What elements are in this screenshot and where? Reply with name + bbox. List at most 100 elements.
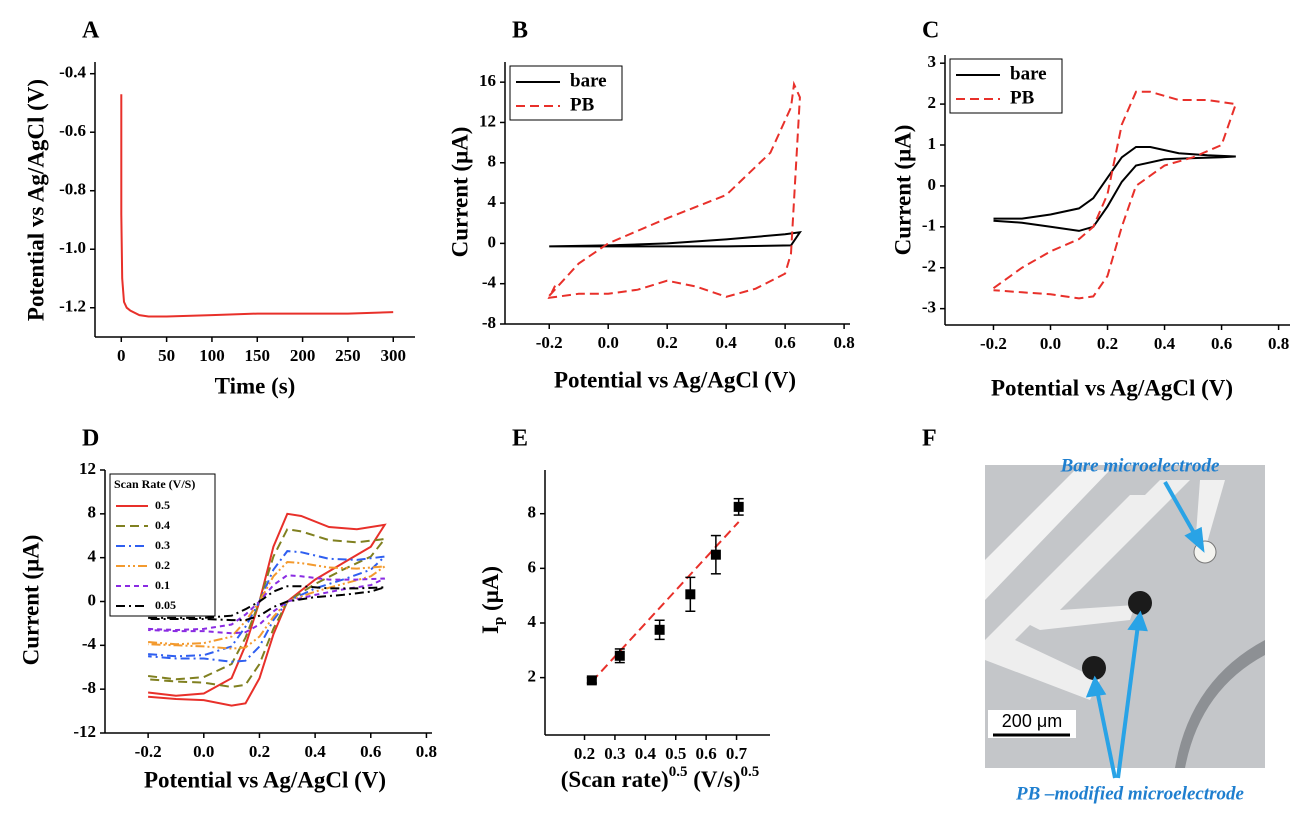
scale-bar-label: 200 μm — [1002, 711, 1062, 731]
x-tick-label: -0.2 — [980, 334, 1007, 353]
y-tick-label: 4 — [528, 612, 537, 631]
axis-title: Potential vs Ag/AgCl (V) — [144, 767, 386, 792]
line — [547, 80, 801, 300]
x-tick-label: 0.8 — [1268, 334, 1289, 353]
legend-label: 0.5 — [155, 498, 170, 512]
x-tick-label: 0.4 — [716, 333, 738, 352]
line — [993, 146, 1236, 232]
edge — [1175, 640, 1265, 768]
y-tick-label: -8 — [82, 678, 96, 697]
y-tick-label: 6 — [528, 557, 537, 576]
y-tick-label: 8 — [528, 503, 537, 522]
legend-box — [509, 65, 623, 121]
y-tick-label: 12 — [79, 459, 96, 478]
legend-label: PB — [570, 94, 595, 115]
axis-title-part: (μA) — [478, 566, 503, 617]
axis-title: (Scan rate)0.5 (V/s)0.5 — [561, 764, 759, 792]
legend-box — [109, 473, 216, 617]
legend-label: PB — [1010, 87, 1035, 108]
x-tick-label: -0.2 — [135, 742, 162, 761]
axis-title: Ip (μA) — [478, 566, 507, 634]
trace — [1195, 480, 1225, 550]
axis-title: Current (μA) — [890, 125, 915, 256]
x-tick-label: 0.2 — [249, 742, 270, 761]
pb-electrode — [1128, 591, 1152, 615]
legend-title: Scan Rate (V/S) — [114, 477, 195, 491]
legend-label: 0.2 — [155, 558, 170, 572]
legend-label: 0.3 — [155, 538, 170, 552]
panel-letter: F — [922, 426, 937, 452]
x-tick-label: 0.0 — [1040, 334, 1061, 353]
panel-letter: E — [512, 426, 528, 452]
y-tick-label: -0.4 — [59, 63, 86, 82]
pb-electrode — [1082, 656, 1106, 680]
x-tick-label: 200 — [290, 346, 316, 365]
x-tick-label: 0.6 — [696, 744, 717, 763]
axis-title-part: 0.5 — [740, 764, 759, 780]
panel-letter: A — [82, 18, 100, 44]
axis-title: Time (s) — [215, 373, 296, 398]
y-tick-label: 4 — [488, 192, 497, 211]
x-tick-label: 0.2 — [1097, 334, 1118, 353]
fit-line — [591, 521, 740, 683]
y-tick-label: -0.8 — [59, 180, 86, 199]
point — [614, 650, 625, 661]
axis-title-part: 0.5 — [669, 764, 688, 780]
line — [992, 90, 1238, 300]
legend-label: bare — [1010, 63, 1047, 84]
point — [685, 589, 696, 600]
trace — [1020, 480, 1190, 630]
x-tick-label: 0.6 — [775, 333, 796, 352]
y-tick-label: 0 — [928, 175, 937, 194]
arrows — [1085, 481, 1205, 779]
x-tick-label: 0.8 — [416, 742, 437, 761]
line — [549, 231, 802, 248]
axis-title: Current (μA) — [447, 127, 472, 258]
x-tick-label: 50 — [158, 346, 175, 365]
line — [148, 585, 385, 622]
axis-title: Potential vs Ag/AgCl (V) — [23, 79, 48, 321]
x-tick-label: 0.4 — [1154, 334, 1176, 353]
axis-title-part: p — [491, 617, 507, 625]
y-tick-label: -0.6 — [59, 121, 86, 140]
scale-bar-box — [988, 710, 1076, 738]
line — [148, 550, 388, 663]
axis-title: Current (μA) — [18, 535, 43, 666]
axis-title: Potential vs Ag/AgCl (V) — [991, 375, 1233, 400]
x-tick-label: 0.6 — [1211, 334, 1232, 353]
line — [120, 94, 394, 318]
point — [710, 549, 721, 560]
y-tick-label: -2 — [922, 257, 936, 276]
x-tick-label: 0.7 — [726, 744, 748, 763]
point — [654, 624, 665, 635]
panel-letter: D — [82, 426, 99, 452]
x-tick-label: 0.6 — [360, 742, 381, 761]
y-tick-label: 0 — [88, 590, 97, 609]
point — [586, 675, 597, 686]
y-tick-label: -1.2 — [59, 297, 86, 316]
trace — [985, 495, 1160, 700]
x-tick-label: 0.0 — [193, 742, 214, 761]
axis-title: Potential vs Ag/AgCl (V) — [554, 367, 796, 392]
panel-letter: C — [922, 18, 939, 44]
x-tick-label: 0.4 — [304, 742, 326, 761]
legend-label: 0.4 — [155, 518, 170, 532]
x-tick-label: 0.0 — [598, 333, 619, 352]
x-tick-label: 0 — [117, 346, 126, 365]
y-tick-label: 0 — [488, 232, 497, 251]
x-tick-label: 0.8 — [833, 333, 854, 352]
y-tick-label: -4 — [482, 273, 497, 292]
legend-label: bare — [570, 70, 607, 91]
panel-letter: B — [512, 18, 528, 44]
axis-title-part: (Scan rate) — [561, 767, 669, 792]
y-tick-label: 12 — [479, 111, 496, 130]
y-tick-label: 1 — [928, 134, 937, 153]
y-tick-label: 3 — [928, 52, 937, 71]
line — [148, 560, 389, 650]
legend-box — [949, 58, 1063, 114]
y-tick-label: 16 — [479, 71, 496, 90]
x-tick-label: 250 — [335, 346, 361, 365]
y-tick-label: 2 — [928, 93, 937, 112]
